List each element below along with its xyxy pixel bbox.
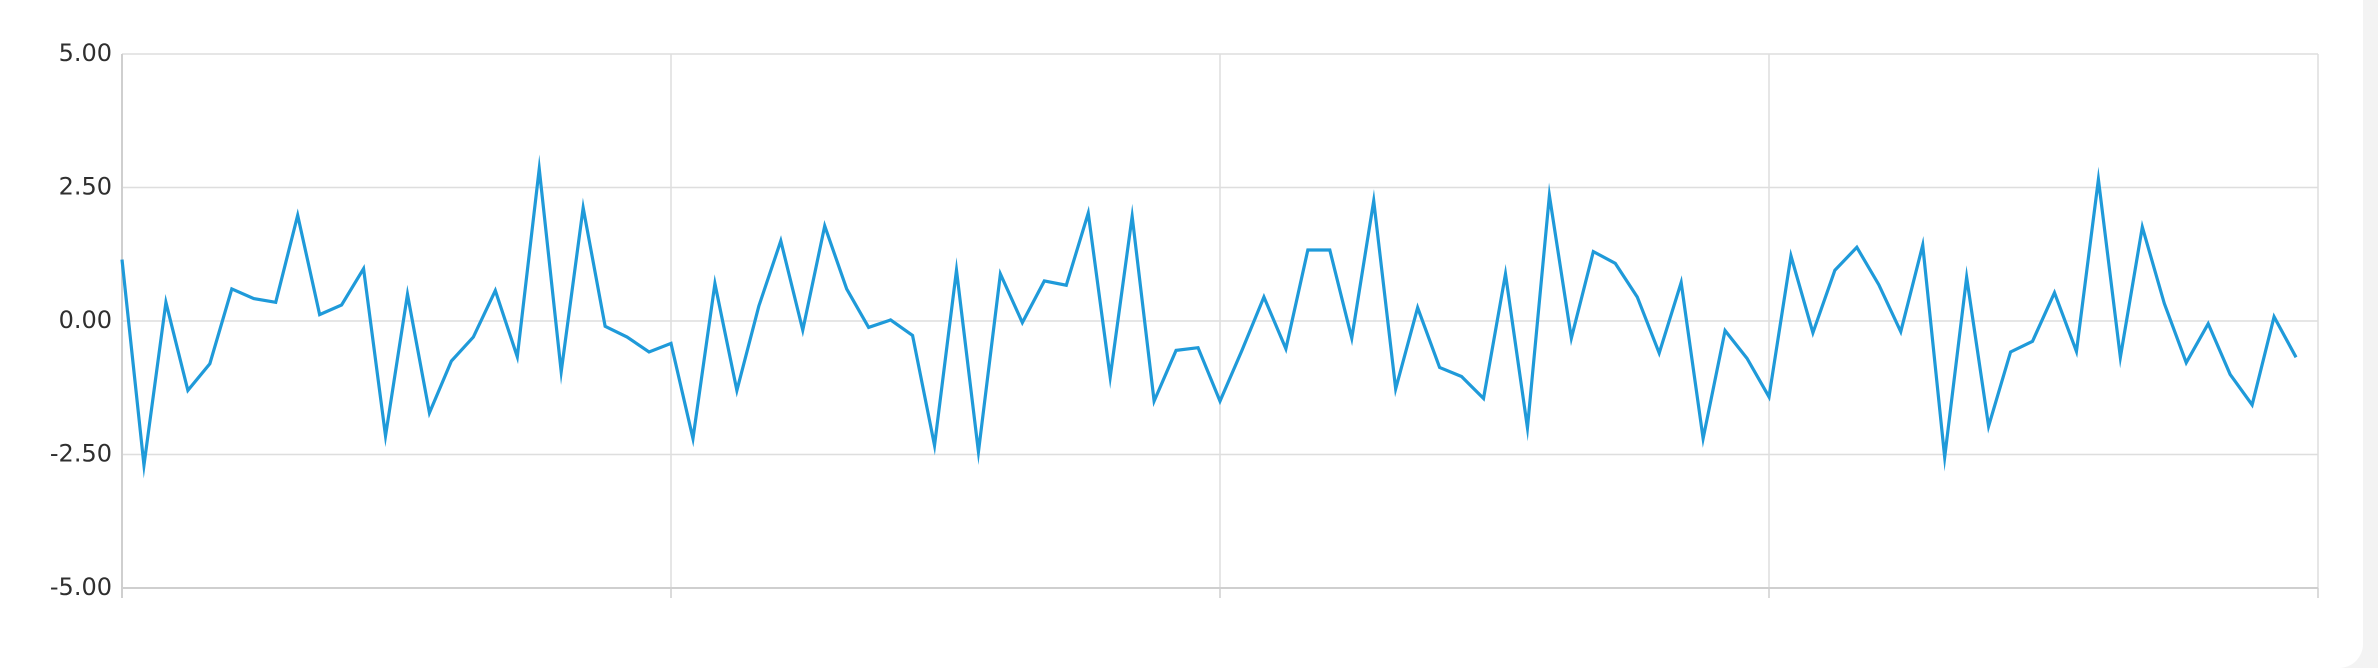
y-tick-label: -2.50 (50, 440, 112, 468)
y-tick-label: 0.00 (59, 306, 112, 334)
y-tick-label: -5.00 (50, 573, 112, 601)
y-tick-label: 5.00 (59, 39, 112, 67)
y-tick-labels: 5.00 2.50 0.00 -2.50 -5.00 (50, 39, 112, 601)
series (120, 154, 2298, 479)
series-line (120, 154, 2298, 479)
y-tick-label: 2.50 (59, 173, 112, 201)
axes (121, 54, 2319, 598)
grid (121, 53, 2319, 589)
